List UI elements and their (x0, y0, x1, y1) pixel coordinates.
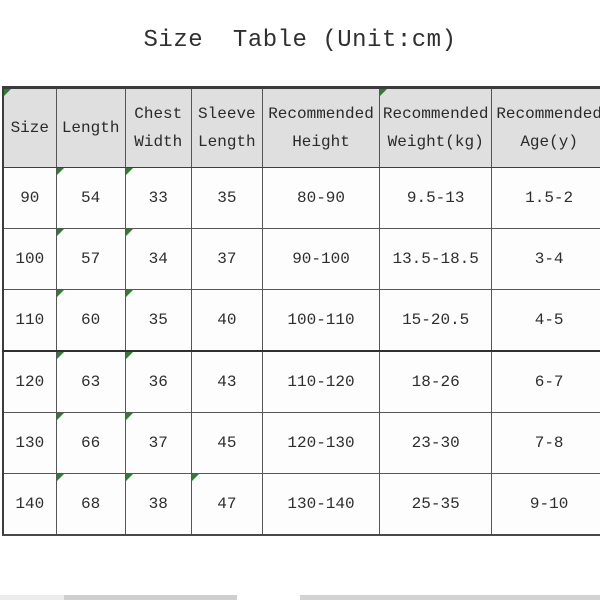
table-row: 130 66 37 45 120-130 23-30 7-8 (2, 412, 600, 474)
table-cell: 18-26 (379, 350, 493, 413)
green-corner-triangle-icon (57, 229, 64, 236)
green-corner-triangle-icon (57, 474, 64, 481)
table-row: 120 63 36 43 110-120 18-26 6-7 (2, 350, 600, 413)
table-cell: 100 (2, 228, 57, 290)
table-row: 110 60 35 40 100-110 15-20.5 4-5 (2, 289, 600, 352)
table-cell: 110 (2, 289, 57, 352)
green-corner-triangle-icon (126, 290, 133, 297)
bottom-partial-image-edge-left (64, 595, 237, 600)
green-corner-triangle-icon (126, 474, 133, 481)
size-table-header: Size Length Chest Width Sleeve Length Recomm… (2, 87, 600, 168)
table-cell: 25-35 (379, 473, 493, 536)
green-corner-triangle-icon (57, 290, 64, 297)
green-corner-triangle-icon (4, 89, 11, 96)
green-corner-triangle-icon (126, 168, 133, 175)
table-cell: 15-20.5 (379, 289, 493, 352)
column-header: Sleeve Length (190, 87, 263, 168)
green-corner-triangle-icon (126, 352, 133, 359)
table-cell: 4-5 (491, 289, 600, 352)
table-cell: 9-10 (491, 473, 600, 536)
table-cell: 68 (55, 473, 126, 536)
table-cell: 35 (190, 167, 263, 229)
table-cell: 9.5-13 (379, 167, 493, 229)
table-cell: 33 (124, 167, 192, 229)
table-row: 90 54 33 35 80-90 9.5-13 1.5-2 (2, 167, 600, 229)
table-cell: 120 (2, 350, 57, 413)
table-cell: 3-4 (491, 228, 600, 290)
green-corner-triangle-icon (192, 474, 199, 481)
table-cell: 140 (2, 473, 57, 536)
green-corner-triangle-icon (380, 89, 388, 96)
column-header: Recommended Age(y) (491, 87, 600, 168)
table-cell: 43 (190, 350, 263, 413)
size-table: Size Length Chest Width Sleeve Length Recomm… (2, 86, 600, 536)
table-cell: 6-7 (491, 350, 600, 413)
green-corner-triangle-icon (57, 168, 64, 175)
table-cell: 130-140 (261, 473, 381, 536)
table-cell: 45 (190, 412, 263, 474)
green-corner-triangle-icon (57, 413, 64, 420)
table-cell: 90-100 (261, 228, 381, 290)
header-row: Size Length Chest Width Sleeve Length Recomm… (2, 87, 600, 168)
size-table-body: 90 54 33 35 80-90 9.5-13 1.5-2 100 57 34 37 90-100 1… (2, 167, 600, 536)
bottom-partial-image-edge-left-light (0, 595, 64, 600)
table-cell: 36 (124, 350, 192, 413)
green-corner-triangle-icon (126, 229, 133, 236)
page-title: Size Table (Unit:cm) (143, 27, 457, 54)
table-cell: 80-90 (261, 167, 381, 229)
table-row: 140 68 38 47 130-140 25-35 9-10 (2, 473, 600, 536)
table-row: 100 57 34 37 90-100 13.5-18.5 3-4 (2, 228, 600, 290)
table-cell: 66 (55, 412, 126, 474)
table-cell: 63 (55, 350, 126, 413)
table-cell: 130 (2, 412, 57, 474)
table-cell: 100-110 (261, 289, 381, 352)
table-cell: 57 (55, 228, 126, 290)
table-cell: 13.5-18.5 (379, 228, 493, 290)
table-cell: 38 (124, 473, 192, 536)
table-cell: 54 (55, 167, 126, 229)
column-header: Size (2, 87, 57, 168)
bottom-partial-image-edge-right (300, 595, 600, 600)
table-cell: 40 (190, 289, 263, 352)
table-cell: 7-8 (491, 412, 600, 474)
column-header: Chest Width (124, 87, 192, 168)
column-header: Length (55, 87, 126, 168)
table-cell: 120-130 (261, 412, 381, 474)
table-cell: 35 (124, 289, 192, 352)
table-cell: 110-120 (261, 350, 381, 413)
green-corner-triangle-icon (57, 352, 64, 359)
table-cell: 60 (55, 289, 126, 352)
column-header: Recommended Weight(kg) (379, 87, 493, 168)
table-cell: 1.5-2 (491, 167, 600, 229)
table-cell: 37 (124, 412, 192, 474)
column-header: Recommended Height (261, 87, 381, 168)
table-cell: 47 (190, 473, 263, 536)
size-table-container: Size Length Chest Width Sleeve Length Recomm… (0, 86, 600, 537)
table-cell: 37 (190, 228, 263, 290)
table-cell: 34 (124, 228, 192, 290)
green-corner-triangle-icon (126, 413, 133, 420)
table-cell: 90 (2, 167, 57, 229)
table-cell: 23-30 (379, 412, 493, 474)
